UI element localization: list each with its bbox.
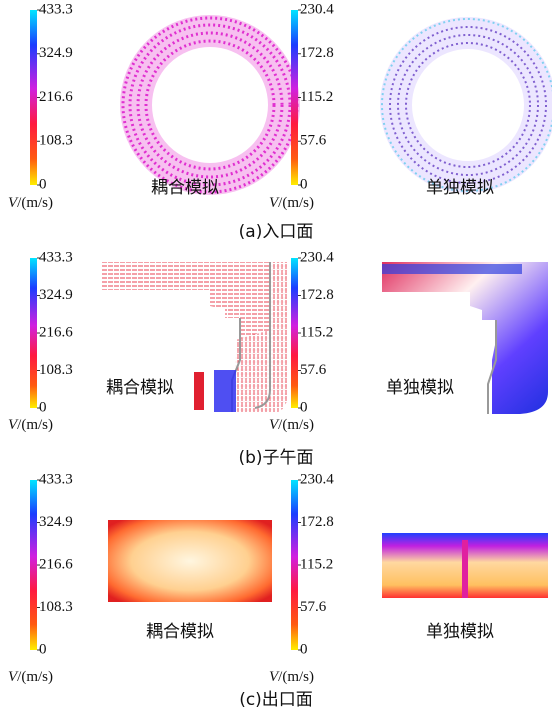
- colorbar-tick-label: 230.4: [300, 249, 334, 265]
- panel-label: 耦合模拟: [106, 378, 174, 398]
- caption: (c)出口面: [239, 690, 313, 710]
- colorbar-tick-label: 433.3: [39, 471, 73, 487]
- colorbar-tick-label: 108.3: [39, 362, 73, 378]
- colorbar-tick-label: 230.4: [300, 1, 334, 17]
- caption: (a)入口面: [239, 222, 314, 242]
- colorbar-unit: /(m/s): [17, 669, 53, 685]
- colorbar-tick-label: 57.6: [300, 133, 327, 149]
- colorbar-tick-label: 324.9: [39, 287, 73, 303]
- colorbar: [291, 10, 298, 185]
- colorbar-tick-label: 0: [300, 641, 308, 657]
- colorbar-title: V/(m/s): [269, 417, 314, 433]
- colorbar-tick-label: 216.6: [39, 556, 73, 572]
- colorbar-tick-label: 115.2: [300, 324, 333, 340]
- colorbar-tick-label: 433.3: [39, 249, 73, 265]
- colorbar-unit: /(m/s): [278, 669, 314, 685]
- panel-label: 单独模拟: [426, 622, 494, 642]
- panel-label: 耦合模拟: [146, 622, 214, 642]
- panel-label: 单独模拟: [386, 378, 454, 398]
- colorbar-tick-label: 324.9: [39, 45, 73, 61]
- colorbar: [291, 258, 298, 408]
- colorbar-tick-label: 172.8: [300, 287, 334, 303]
- colorbar-title: V/(m/s): [269, 195, 314, 211]
- colorbar-tick-label: 324.9: [39, 514, 73, 530]
- colorbar-unit: /(m/s): [17, 195, 53, 211]
- colorbar-unit: /(m/s): [17, 417, 53, 433]
- colorbar-tick-label: 0: [39, 641, 47, 657]
- colorbar-title: V/(m/s): [8, 669, 53, 685]
- colorbar-tick-label: 433.3: [39, 1, 73, 17]
- colorbar-unit: /(m/s): [278, 417, 314, 433]
- colorbar-tick-label: 0: [39, 399, 47, 415]
- colorbar-tick-label: 172.8: [300, 514, 334, 530]
- outlet-coupled: [108, 520, 272, 602]
- ring-coupled: [123, 18, 297, 192]
- colorbar-tick-label: 108.3: [39, 599, 73, 615]
- colorbar-unit: /(m/s): [278, 195, 314, 211]
- colorbar-tick-label: 0: [39, 176, 47, 192]
- colorbar-tick-label: 0: [300, 399, 308, 415]
- colorbar: [291, 480, 298, 650]
- ring-separate: [382, 19, 552, 191]
- colorbar-tick-label: 57.6: [300, 362, 327, 378]
- panel-label: 单独模拟: [426, 178, 494, 198]
- colorbar: [30, 258, 37, 408]
- colorbar: [30, 480, 37, 650]
- colorbar-tick-label: 57.6: [300, 599, 327, 615]
- colorbar-tick-label: 172.8: [300, 45, 334, 61]
- caption: (b)子午面: [238, 448, 313, 468]
- colorbar-tick-label: 115.2: [300, 89, 333, 105]
- colorbar-tick-label: 0: [300, 176, 308, 192]
- colorbar-title: V/(m/s): [8, 195, 53, 211]
- colorbar-tick-label: 108.3: [39, 133, 73, 149]
- colorbar-title: V/(m/s): [8, 417, 53, 433]
- colorbar-title: V/(m/s): [269, 669, 314, 685]
- colorbar-tick-label: 216.6: [39, 89, 73, 105]
- colorbar: [30, 10, 37, 185]
- figure: 433.3 324.9 216.6 108.3 0 V/(m/s) 耦合模拟 230.4 172…: [0, 0, 552, 715]
- colorbar-tick-label: 115.2: [300, 556, 333, 572]
- panel-label: 耦合模拟: [151, 178, 219, 198]
- colorbar-tick-label: 216.6: [39, 324, 73, 340]
- colorbar-tick-label: 230.4: [300, 471, 334, 487]
